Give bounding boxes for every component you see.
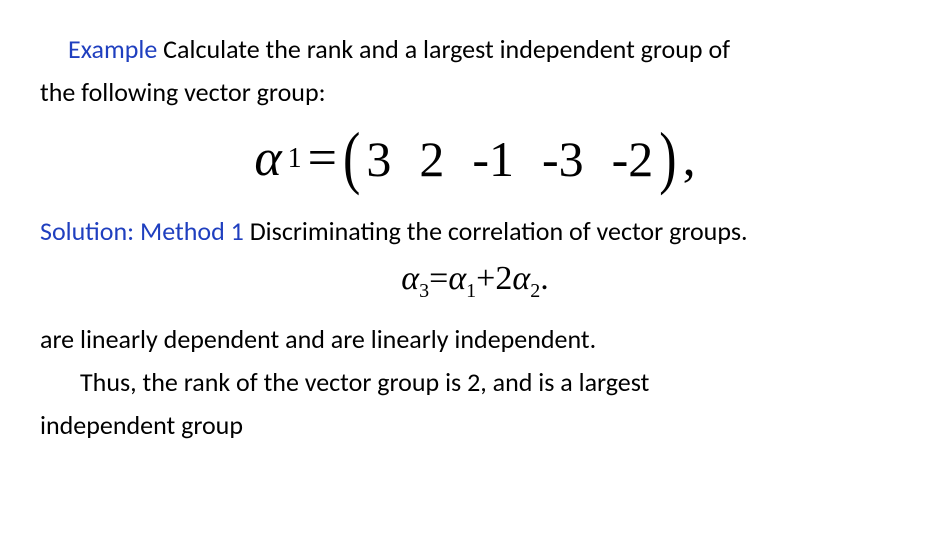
v2: -1 xyxy=(472,122,514,197)
equals-sign: = xyxy=(308,120,337,198)
solution-keyword: Solution: Method 1 xyxy=(40,215,244,247)
relation-equation: α3=α1+2α2. xyxy=(40,253,910,306)
dependence-line: are linearly dependent and are linearly … xyxy=(40,320,910,359)
v3: -3 xyxy=(542,122,584,197)
v4: -2 xyxy=(612,122,654,197)
alpha-symbol: α xyxy=(254,120,281,198)
example-line-2: the following vector group: xyxy=(40,73,910,112)
solution-line: Solution: Method 1 Discriminating the co… xyxy=(40,212,910,251)
plus-2: +2 xyxy=(476,260,512,297)
example-keyword: Example xyxy=(68,33,157,65)
thus-line-1: Thus, the rank of the vector group is 2,… xyxy=(80,363,910,402)
a3-sub: 3 xyxy=(419,280,429,302)
a2-sub: 2 xyxy=(530,280,540,302)
vector-equation: α1 = ( 3 2 -1 -3 -2 ), xyxy=(40,120,910,198)
v0: 3 xyxy=(366,122,391,197)
a1-sub: 1 xyxy=(466,280,476,302)
solution-text: Discriminating the correlation of vector… xyxy=(244,215,748,247)
trailing-comma: , xyxy=(683,120,696,198)
a1-sym: α xyxy=(448,260,466,297)
example-line-1: Example Calculate the rank and a largest… xyxy=(40,30,910,69)
a2-sym: α xyxy=(512,260,530,297)
a3-sym: α xyxy=(401,260,419,297)
vector-values: 3 2 -1 -3 -2 xyxy=(366,122,653,197)
rel-eq-sign: = xyxy=(429,260,448,297)
thus-line-2: independent group xyxy=(40,406,910,445)
right-paren: ) xyxy=(659,106,676,211)
v1: 2 xyxy=(419,122,444,197)
rel-dot: . xyxy=(540,260,549,297)
alpha-subscript: 1 xyxy=(288,138,302,180)
left-paren: ( xyxy=(343,106,360,211)
example-text-1: Calculate the rank and a largest indepen… xyxy=(157,33,730,65)
